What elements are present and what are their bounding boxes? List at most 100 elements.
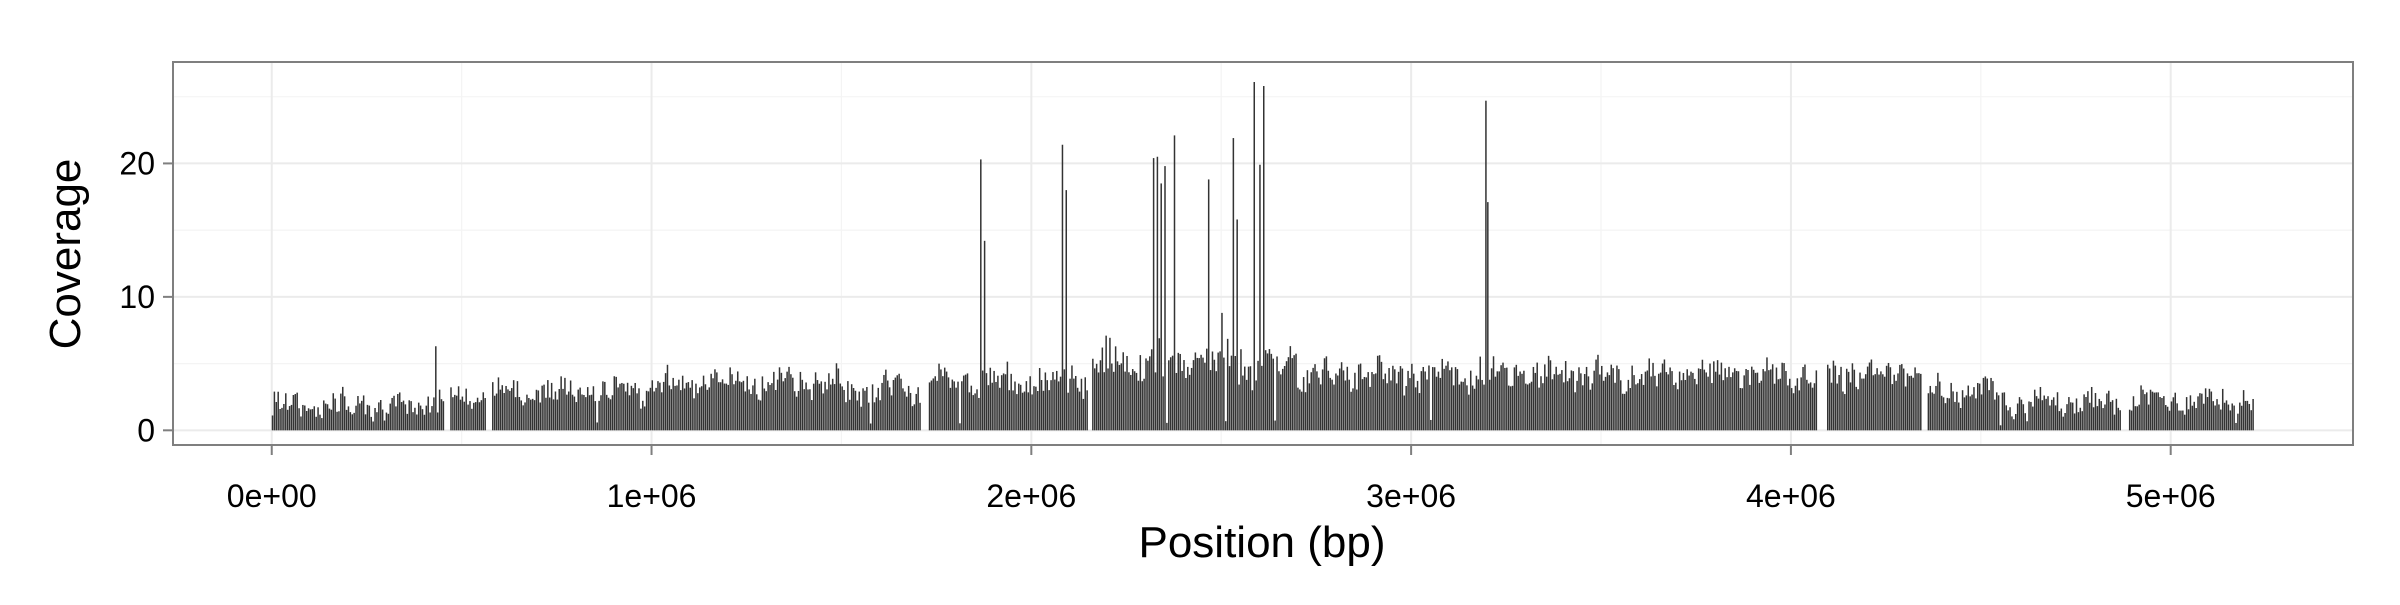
coverage-bar [1676,389,1679,431]
coverage-bar [2106,393,2108,431]
coverage-bar [824,381,826,431]
coverage-bar [1318,377,1320,431]
coverage-bar [750,393,752,431]
coverage-bar [1528,383,1531,431]
coverage-bar [1872,375,1875,431]
coverage-bar [733,384,735,431]
coverage-bar [416,414,418,431]
coverage-bar [1405,385,1407,431]
coverage-bar [782,381,785,431]
coverage-bar [2043,395,2045,431]
coverage-bar [2187,409,2190,431]
coverage-bar [2018,397,2021,431]
coverage-bar [1530,381,1533,431]
coverage-bar [2199,393,2201,431]
coverage-bar [721,379,724,431]
coverage-bar [285,393,287,431]
coverage-bar [1479,356,1481,431]
coverage-bar [643,406,646,431]
coverage-bar [2170,401,2173,431]
coverage-bar [849,399,851,431]
coverage-bar [1329,377,1331,431]
coverage-bar [1082,398,1085,431]
coverage-bar [1654,375,1656,431]
coverage-bar [805,382,807,431]
coverage-bar [1304,392,1307,431]
coverage-bar [590,394,593,431]
coverage-bar [1694,378,1696,431]
coverage-bar [1840,366,1842,431]
coverage-bar [2087,391,2089,431]
coverage-bar [1454,367,1457,431]
coverage-bar [598,400,600,431]
coverage-bar [1441,358,1444,431]
coverage-bar [801,379,804,431]
coverage-bar [1580,373,1582,431]
coverage-bar [1407,370,1409,431]
coverage-bar [533,400,536,431]
coverage-bar [2176,403,2178,431]
coverage-bar [748,389,750,431]
coverage-bar [2083,394,2085,431]
coverage-bar [2051,399,2053,431]
coverage-bar [991,382,993,431]
coverage-bar [2197,396,2199,431]
coverage-bar [888,387,891,431]
coverage-bar [461,396,464,431]
coverage-bar [839,383,842,431]
coverage-bar [934,376,936,431]
coverage-bar [1811,387,1814,431]
coverage-bar [1131,369,1134,431]
coverage-bar [1891,384,1894,431]
coverage-bar [2182,410,2184,431]
coverage-bar [995,381,997,431]
coverage-bar [323,400,325,431]
coverage-bar [725,383,728,431]
coverage-bar [537,390,540,431]
coverage-bar [1188,374,1191,431]
coverage-bar [2239,402,2241,431]
coverage-bar [1477,379,1480,431]
coverage-bar [1033,386,1035,431]
coverage-bar [1042,390,1045,431]
coverage-bar [1739,388,1742,431]
coverage-bar [1813,383,1816,431]
coverage-bar [932,378,935,431]
coverage-bar [723,383,726,431]
coverage-bar [2081,411,2083,431]
coverage-bar [398,392,401,431]
coverage-bar [1264,350,1267,431]
coverage-bar [2020,399,2023,431]
coverage-bar [1940,395,1943,431]
coverage-bar [1513,367,1516,431]
coverage-bar [873,402,876,431]
coverage-bar [1707,376,1709,431]
coverage-bar [1889,367,1892,431]
coverage-bar [1338,368,1341,431]
coverage-bar [2174,392,2176,431]
coverage-bar [1219,351,1221,431]
coverage-bar [1697,368,1700,431]
coverage-bar [1986,378,1989,431]
coverage-bar [288,406,291,431]
coverage-bar [1623,393,1626,431]
coverage-bar [1158,338,1161,431]
coverage-bar [1777,379,1780,431]
coverage-bar [1035,386,1037,431]
coverage-bar [427,396,429,431]
coverage-bar [2237,413,2239,431]
coverage-bar [1247,366,1250,431]
coverage-bar [1354,372,1356,431]
coverage-bar [1724,368,1726,431]
coverage-bar [1730,377,1732,431]
coverage-bar [1483,384,1485,431]
coverage-bar [1462,381,1464,431]
coverage-bar [431,406,433,431]
coverage-bar [2113,414,2116,431]
coverage-bar [1145,358,1147,431]
coverage-bar [1612,368,1614,431]
coverage-bar [1103,372,1105,431]
coverage-bar [740,382,743,431]
coverage-bar [962,375,965,431]
coverage-bar [702,375,705,431]
